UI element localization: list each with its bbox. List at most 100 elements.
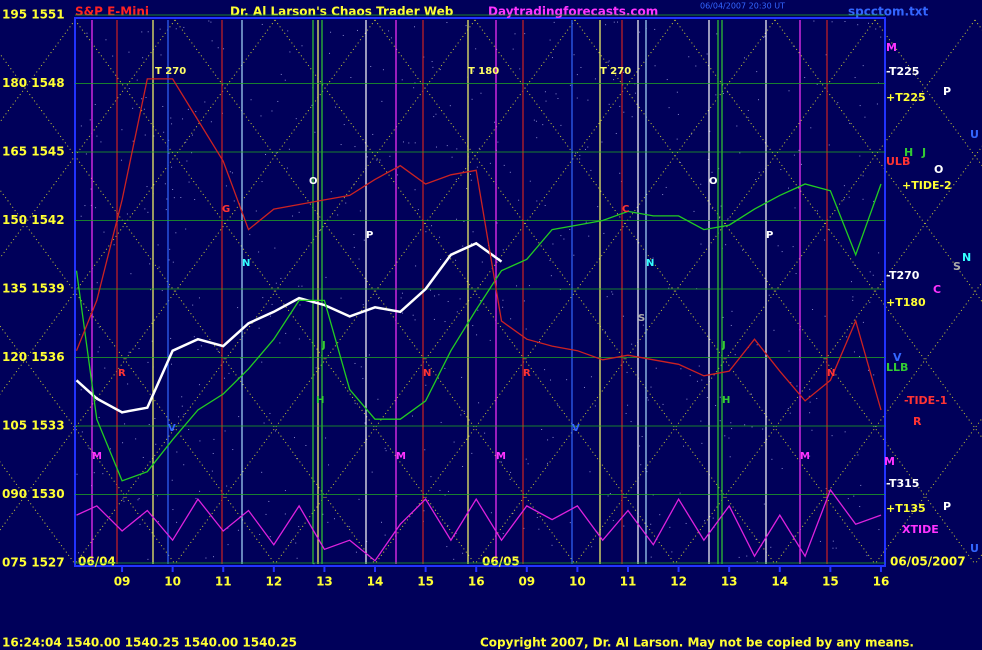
star-dot	[271, 110, 273, 112]
star-dot	[340, 297, 342, 299]
star-dot	[330, 191, 332, 193]
star-dot	[311, 104, 313, 106]
star-dot	[550, 275, 552, 277]
plot-label: R	[523, 368, 531, 379]
star-dot	[210, 121, 212, 123]
star-dot	[622, 315, 624, 317]
star-dot	[439, 69, 441, 71]
star-dot	[378, 297, 380, 299]
star-dot	[160, 54, 162, 56]
star-dot	[408, 142, 410, 144]
star-dot	[680, 368, 682, 370]
y-tick-label: 105 1533	[2, 419, 65, 433]
star-dot	[425, 384, 427, 386]
star-dot	[869, 301, 871, 303]
star-dot	[171, 123, 173, 125]
star-dot	[730, 324, 732, 326]
diagonal-line	[174, 19, 576, 565]
star-dot	[755, 538, 757, 540]
star-dot	[734, 354, 736, 356]
star-dot	[634, 92, 636, 94]
series-line	[76, 488, 882, 562]
star-dot	[296, 458, 298, 460]
star-dot	[580, 66, 582, 68]
star-dot	[228, 372, 230, 374]
star-dot	[113, 244, 115, 246]
star-dot	[479, 300, 481, 302]
star-dot	[237, 529, 239, 531]
star-dot	[862, 175, 864, 177]
star-dot	[824, 315, 826, 317]
star-dot	[569, 229, 571, 231]
star-dot	[284, 79, 286, 81]
side-label: M	[886, 41, 897, 54]
star-dot	[796, 385, 798, 387]
star-dot	[640, 464, 642, 466]
star-dot	[831, 435, 833, 437]
star-dot	[372, 133, 374, 135]
star-dot	[200, 345, 202, 347]
star-dot	[551, 544, 553, 546]
star-dot	[647, 399, 649, 401]
star-dot	[794, 207, 796, 209]
star-dot	[198, 384, 200, 386]
star-dot	[470, 173, 472, 175]
star-dot	[444, 367, 446, 369]
star-dot	[605, 24, 607, 26]
star-dot	[415, 265, 417, 267]
star-dot	[172, 188, 174, 190]
star-dot	[435, 146, 437, 148]
star-dot	[650, 556, 652, 558]
star-dot	[97, 351, 99, 353]
star-dot	[631, 343, 633, 345]
plot-label: V	[168, 423, 176, 434]
star-dot	[444, 321, 446, 323]
star-dot	[470, 179, 472, 181]
star-dot	[535, 120, 537, 122]
star-dot	[90, 188, 92, 190]
star-dot	[412, 314, 414, 316]
star-dot	[728, 437, 730, 439]
star-dot	[168, 152, 170, 154]
star-dot	[358, 258, 360, 260]
star-dot	[476, 166, 478, 168]
star-dot	[456, 148, 458, 150]
side-label: +T180	[886, 296, 926, 309]
star-dot	[425, 231, 427, 233]
star-dot	[328, 464, 330, 466]
star-dot	[261, 181, 263, 183]
side-label: -T225	[886, 65, 919, 78]
star-dot	[859, 155, 861, 157]
star-dot	[81, 431, 83, 433]
star-dot	[157, 521, 159, 523]
star-dot	[414, 82, 416, 84]
star-dot	[875, 28, 877, 30]
star-dot	[804, 77, 806, 79]
star-dot	[171, 166, 173, 168]
star-dot	[619, 105, 621, 107]
star-dot	[496, 222, 498, 224]
star-dot	[874, 425, 876, 427]
star-dot	[747, 109, 749, 111]
star-dot	[809, 401, 811, 403]
star-dot	[98, 326, 100, 328]
diagonal-line	[0, 53, 376, 565]
star-dot	[364, 422, 366, 424]
star-dot	[641, 436, 643, 438]
star-dot	[731, 310, 733, 312]
star-dot	[510, 471, 512, 473]
star-dot	[239, 357, 241, 359]
star-dot	[676, 138, 678, 140]
star-dot	[739, 152, 741, 154]
star-dot	[78, 552, 80, 554]
star-dot	[231, 172, 233, 174]
star-dot	[716, 33, 718, 35]
star-dot	[720, 205, 722, 207]
star-dot	[744, 424, 746, 426]
star-dot	[176, 521, 178, 523]
star-dot	[151, 340, 153, 342]
star-dot	[379, 159, 381, 161]
star-dot	[147, 361, 149, 363]
star-dot	[777, 245, 779, 247]
star-dot	[700, 183, 702, 185]
